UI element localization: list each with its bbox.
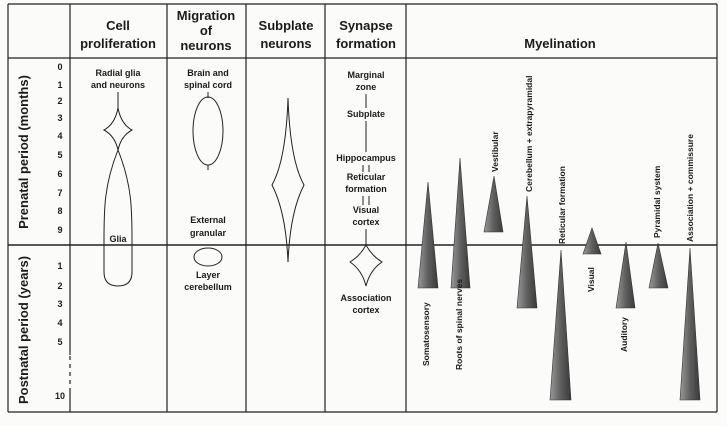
subplate-column bbox=[271, 97, 305, 263]
prenatal-period-label: Prenatal period (months) bbox=[16, 75, 31, 229]
reticular-formation-label: Reticular formation bbox=[557, 166, 567, 244]
layer-cerebellum-label-2: cerebellum bbox=[184, 282, 232, 292]
postnatal-period-label: Postnatal period (years) bbox=[16, 256, 31, 404]
table-grid bbox=[7, 3, 718, 413]
external-granular-label-1: External bbox=[190, 215, 226, 225]
header-synapse-1: Synapse bbox=[339, 18, 392, 33]
reticular-label-2: formation bbox=[345, 184, 387, 194]
radial-glia-label-2: and neurons bbox=[91, 80, 145, 90]
spinal-roots-label: Roots of spinal nerves bbox=[454, 279, 464, 370]
hippocampus-label: Hippocampus bbox=[336, 153, 396, 163]
tick-label: 6 bbox=[57, 169, 62, 179]
layer-cerebellum-label-1: Layer bbox=[196, 270, 221, 280]
neurogenesis-shape bbox=[102, 107, 134, 151]
external-granular-label-2: granular bbox=[190, 228, 227, 238]
column-headers: Cell proliferation Migration of neurons … bbox=[80, 8, 596, 53]
pyramidal-system-label: Pyramidal system bbox=[652, 165, 662, 238]
cerebellum-migration-shape bbox=[193, 247, 223, 267]
tick-label: 8 bbox=[57, 206, 62, 216]
header-cell-proliferation-2: proliferation bbox=[80, 36, 156, 51]
visual-cortex-label-2: cortex bbox=[352, 217, 379, 227]
migration-brain-shape bbox=[192, 96, 224, 166]
tick-label: 2 bbox=[57, 281, 62, 291]
cerebellum-extrapyramidal-label: Cerebellum + extrapyramidal bbox=[524, 76, 534, 192]
visual-cortex-label-1: Visual bbox=[353, 205, 379, 215]
prenatal-ticks: 0 1 2 3 4 5 6 7 8 9 bbox=[57, 62, 62, 235]
somatosensory-triangle bbox=[417, 181, 439, 289]
association-commissure-label: Association + commissure bbox=[685, 134, 695, 242]
myelination-column: Somatosensory Roots of spinal nerves Ves… bbox=[417, 76, 701, 401]
radial-glia-label-1: Radial glia bbox=[95, 68, 141, 78]
association-cortex-label-1: Association bbox=[340, 293, 391, 303]
header-subplate-2: neurons bbox=[260, 36, 311, 51]
association-synapse-shape bbox=[349, 243, 383, 287]
association-cortex-label-2: cortex bbox=[352, 305, 379, 315]
cell-proliferation-column: Radial glia and neurons Glia bbox=[91, 68, 145, 287]
tick-label: 1 bbox=[57, 80, 62, 90]
tick-label: 9 bbox=[57, 225, 62, 235]
tick-label: 0 bbox=[57, 62, 62, 72]
tick-label: 10 bbox=[55, 391, 65, 401]
marginal-zone-label-2: zone bbox=[356, 82, 377, 92]
migration-column: Brain and spinal cord External granular … bbox=[184, 68, 232, 292]
tick-label: 3 bbox=[57, 113, 62, 123]
header-subplate-1: Subplate bbox=[259, 18, 314, 33]
subplate-spindle-shape bbox=[271, 97, 305, 263]
auditory-label: Auditory bbox=[619, 317, 629, 352]
header-synapse-2: formation bbox=[336, 36, 396, 51]
tick-label: 4 bbox=[57, 131, 62, 141]
brain-spinal-label-2: spinal cord bbox=[184, 80, 232, 90]
tick-label: 2 bbox=[57, 96, 62, 106]
postnatal-ticks: 1 2 3 4 5 10 bbox=[55, 261, 65, 401]
marginal-zone-label-1: Marginal bbox=[347, 70, 384, 80]
tick-label: 4 bbox=[57, 318, 62, 328]
tick-label: 7 bbox=[57, 188, 62, 198]
header-migration-2: of bbox=[200, 23, 213, 38]
auditory-triangle bbox=[615, 241, 636, 309]
synapse-column: Marginal zone Subplate Hippocampus Retic… bbox=[336, 70, 396, 315]
tick-label: 5 bbox=[57, 150, 62, 160]
tick-label: 1 bbox=[57, 261, 62, 271]
tick-label: 5 bbox=[57, 337, 62, 347]
header-myelination: Myelination bbox=[524, 36, 596, 51]
subplate-label: Subplate bbox=[347, 109, 385, 119]
visual-tract-triangle bbox=[582, 227, 602, 255]
header-migration-3: neurons bbox=[180, 38, 231, 53]
pyramidal-system-triangle bbox=[648, 242, 669, 289]
association-commissure-triangle bbox=[679, 247, 701, 401]
header-migration-1: Migration bbox=[177, 8, 236, 23]
tick-label: 3 bbox=[57, 299, 62, 309]
spinal-roots-triangle bbox=[450, 157, 471, 289]
cerebellum-extrapyramidal-triangle bbox=[516, 195, 538, 309]
brain-spinal-label-1: Brain and bbox=[187, 68, 229, 78]
reticular-label-1: Reticular bbox=[347, 172, 386, 182]
vestibular-triangle bbox=[483, 175, 504, 233]
somatosensory-label: Somatosensory bbox=[421, 302, 431, 366]
header-cell-proliferation-1: Cell bbox=[106, 18, 130, 33]
glia-label: Glia bbox=[109, 234, 127, 244]
visual-tract-label: Visual bbox=[586, 267, 596, 292]
vestibular-label: Vestibular bbox=[490, 131, 500, 172]
gliogenesis-shape bbox=[103, 148, 133, 287]
reticular-formation-triangle bbox=[549, 249, 572, 401]
